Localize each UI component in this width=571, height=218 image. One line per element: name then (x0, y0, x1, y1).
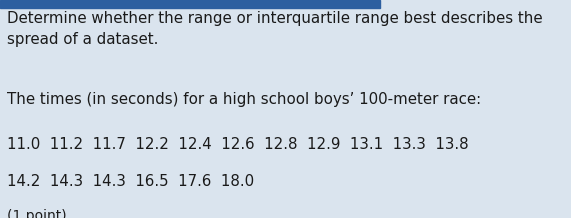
Text: 11.0  11.2  11.7  12.2  12.4  12.6  12.8  12.9  13.1  13.3  13.8: 11.0 11.2 11.7 12.2 12.4 12.6 12.8 12.9 … (7, 137, 469, 152)
Text: (1 point): (1 point) (7, 209, 67, 218)
Text: The times (in seconds) for a high school boys’ 100-meter race:: The times (in seconds) for a high school… (7, 92, 481, 107)
Text: Determine whether the range or interquartile range best describes the
spread of : Determine whether the range or interquar… (7, 11, 543, 47)
Text: 14.2  14.3  14.3  16.5  17.6  18.0: 14.2 14.3 14.3 16.5 17.6 18.0 (7, 174, 255, 189)
Bar (0, 0, 380, 8)
